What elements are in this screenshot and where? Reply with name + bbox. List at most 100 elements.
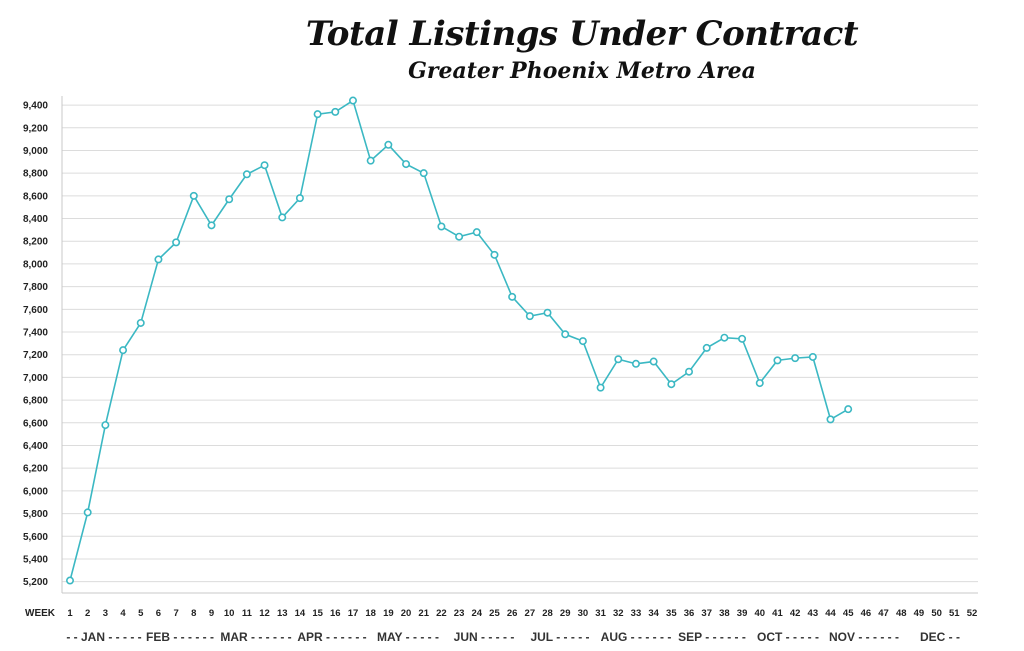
x-tick-label: 39 <box>737 608 748 619</box>
y-tick-label: 8,200 <box>23 237 48 248</box>
data-point <box>313 110 322 119</box>
x-tick-label: 21 <box>418 608 429 619</box>
data-point <box>260 161 269 170</box>
x-tick-label: 3 <box>103 608 108 619</box>
x-tick-label: 4 <box>120 608 126 619</box>
data-point <box>596 383 605 392</box>
x-tick-label: 24 <box>471 608 482 619</box>
x-tick-label: 44 <box>825 608 836 619</box>
y-tick-label: 5,400 <box>23 554 48 565</box>
x-tick-label: 2 <box>85 608 90 619</box>
y-tick-label: 5,600 <box>23 532 48 543</box>
data-point <box>702 343 711 352</box>
data-point <box>295 194 304 203</box>
data-point <box>773 356 782 365</box>
x-tick-label: 17 <box>348 608 359 619</box>
x-tick-label: 22 <box>436 608 447 619</box>
data-point <box>119 346 128 355</box>
y-tick-label: 6,600 <box>23 418 48 429</box>
y-tick-label: 6,200 <box>23 464 48 475</box>
x-tick-label: 20 <box>401 608 412 619</box>
y-tick-label: 7,600 <box>23 305 48 316</box>
x-tick-label: 32 <box>613 608 624 619</box>
data-point <box>419 169 428 178</box>
y-tick-label: 7,200 <box>23 350 48 361</box>
y-tick-label: 5,200 <box>23 577 48 588</box>
y-tick-label: 8,800 <box>23 169 48 180</box>
y-tick-label: 7,400 <box>23 328 48 339</box>
data-point <box>490 250 499 259</box>
data-point <box>83 508 92 517</box>
data-point <box>525 312 534 321</box>
x-tick-label: 19 <box>383 608 394 619</box>
x-tick-label: 46 <box>861 608 872 619</box>
x-tick-label: 50 <box>931 608 942 619</box>
x-axis-label: WEEK <box>25 608 56 619</box>
y-tick-label: 9,400 <box>23 101 48 112</box>
x-tick-label: 34 <box>648 608 659 619</box>
x-tick-label: 27 <box>525 608 536 619</box>
data-point <box>844 405 853 414</box>
y-tick-label: 8,600 <box>23 191 48 202</box>
x-tick-label: 12 <box>259 608 270 619</box>
y-tick-label: 8,400 <box>23 214 48 225</box>
x-tick-label: 36 <box>684 608 695 619</box>
month-label: NOV - - - - - - <box>829 630 899 644</box>
data-points <box>66 96 853 585</box>
x-tick-label: 38 <box>719 608 730 619</box>
data-point <box>348 96 357 105</box>
y-tick-label: 5,800 <box>23 509 48 520</box>
data-point <box>437 222 446 231</box>
y-tick-label: 6,400 <box>23 441 48 452</box>
data-point <box>172 238 181 247</box>
month-label: DEC - - <box>920 630 960 644</box>
data-point <box>207 221 216 230</box>
data-point <box>649 357 658 366</box>
data-point <box>685 367 694 376</box>
x-tick-label: 42 <box>790 608 801 619</box>
x-tick-label: 18 <box>365 608 376 619</box>
month-label: MAY - - - - - <box>377 630 439 644</box>
x-tick-label: 33 <box>631 608 642 619</box>
data-point <box>225 195 234 204</box>
x-tick-label: 45 <box>843 608 854 619</box>
x-tick-label: 9 <box>209 608 214 619</box>
x-tick-label: 31 <box>595 608 606 619</box>
month-label: APR - - - - - - <box>297 630 366 644</box>
x-tick-label: 14 <box>295 608 306 619</box>
month-label: MAR - - - - - - <box>220 630 291 644</box>
data-point <box>472 228 481 237</box>
data-point <box>242 170 251 179</box>
y-tick-label: 7,000 <box>23 373 48 384</box>
data-point <box>631 359 640 368</box>
y-tick-label: 9,200 <box>23 123 48 134</box>
data-point <box>189 191 198 200</box>
data-point <box>578 337 587 346</box>
chart-subtitle: Greater Phoenix Metro Area <box>408 58 756 84</box>
data-point <box>808 352 817 361</box>
data-point <box>402 160 411 169</box>
month-label: FEB - - - - - - <box>146 630 214 644</box>
x-tick-label: 26 <box>507 608 518 619</box>
x-tick-label: 43 <box>808 608 819 619</box>
x-tick-label: 49 <box>914 608 925 619</box>
y-tick-label: 6,000 <box>23 486 48 497</box>
series-line <box>69 99 849 581</box>
x-tick-label: 11 <box>242 608 253 619</box>
data-point <box>278 213 287 222</box>
x-tick-label: 37 <box>701 608 712 619</box>
month-label: OCT - - - - - <box>757 630 819 644</box>
data-point <box>455 232 464 241</box>
x-tick-label: 52 <box>967 608 978 619</box>
x-tick-label: 23 <box>454 608 465 619</box>
data-point <box>101 421 110 430</box>
month-labels: - - JAN - - - - - FEB - - - - - - MAR - - … <box>66 630 960 644</box>
x-tick-label: 40 <box>754 608 765 619</box>
data-point <box>154 255 163 264</box>
x-tick-label: 7 <box>173 608 178 619</box>
x-tick-label: 5 <box>138 608 144 619</box>
month-label: - - JAN - - - - - <box>66 630 141 644</box>
x-tick-label: 30 <box>578 608 589 619</box>
data-point <box>366 156 375 165</box>
